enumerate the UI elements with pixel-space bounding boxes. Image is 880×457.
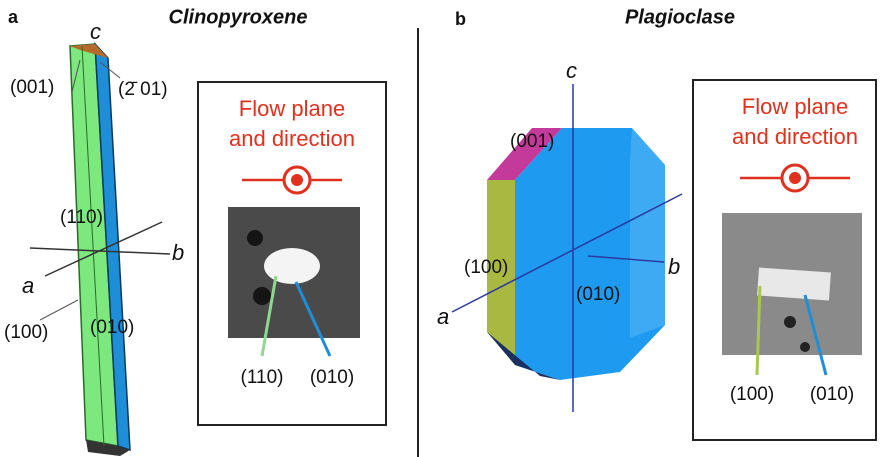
inset-title: and direction — [229, 126, 355, 151]
inset-title: Flow plane — [239, 96, 345, 121]
face-label: (110) — [60, 207, 103, 228]
flow-dot — [291, 174, 303, 186]
inset-label: (110) — [241, 367, 284, 388]
figure: a Clinopyroxene c a b (001) (2̄ 01) (110… — [0, 0, 880, 457]
panel-label: a — [8, 7, 19, 27]
inset-title: Flow plane — [742, 94, 848, 119]
photo-spot — [784, 316, 796, 328]
face-label: (100) — [464, 257, 508, 278]
panel-label: b — [455, 9, 466, 29]
photo-spot — [253, 287, 271, 305]
grain — [757, 268, 831, 301]
face-label: (010) — [90, 317, 134, 338]
grain — [264, 248, 320, 284]
inset-title: and direction — [732, 124, 858, 149]
photo-spot — [247, 230, 263, 246]
face-label: (2̄ 01) — [118, 79, 168, 100]
face-right — [630, 128, 665, 338]
axis-label: a — [22, 273, 34, 298]
inset-label: (100) — [730, 384, 774, 405]
inset-label: (010) — [810, 384, 854, 405]
panel-title: Clinopyroxene — [169, 6, 308, 28]
flow-dot — [789, 172, 801, 184]
axis-label: b — [668, 254, 680, 279]
face-label: (010) — [576, 284, 620, 305]
axis-label: b — [172, 240, 184, 265]
face-label: (001) — [10, 77, 54, 98]
leader — [40, 300, 78, 320]
face-label: (100) — [4, 322, 48, 343]
face-label: (001) — [510, 131, 554, 152]
photo-spot — [800, 342, 810, 352]
panel-title: Plagioclase — [625, 6, 735, 28]
plagioclase-crystal — [487, 128, 665, 380]
axis-label: c — [90, 19, 101, 44]
axis-label: a — [437, 304, 449, 329]
axis-label: c — [566, 58, 577, 83]
inset-label: (010) — [310, 367, 354, 388]
